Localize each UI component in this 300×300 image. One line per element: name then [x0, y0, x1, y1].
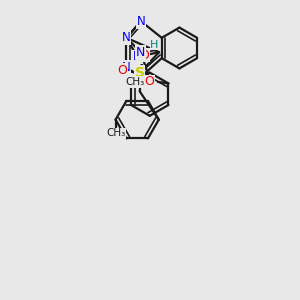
Text: N: N: [137, 15, 146, 28]
Text: H: H: [150, 40, 159, 50]
Text: S: S: [135, 66, 145, 80]
Text: N: N: [122, 31, 131, 44]
Text: N: N: [122, 61, 131, 74]
Text: O: O: [117, 64, 127, 77]
Text: O: O: [139, 49, 149, 62]
Text: CH₃: CH₃: [106, 128, 125, 138]
Text: N: N: [133, 50, 142, 63]
Text: O: O: [145, 75, 154, 88]
Text: N: N: [136, 46, 146, 59]
Text: CH₃: CH₃: [125, 77, 144, 87]
